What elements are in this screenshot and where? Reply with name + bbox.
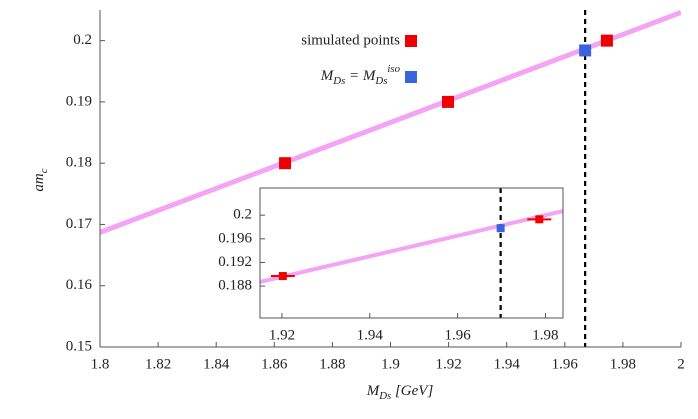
inset-background: [260, 188, 563, 318]
data-point: [279, 157, 292, 170]
y-tick-label: 0.18: [66, 155, 92, 171]
y-tick-label: 0.17: [66, 216, 93, 232]
data-point: [278, 272, 287, 281]
x-tick-label: 1.84: [203, 356, 230, 372]
x-tick-label: 1.94: [357, 327, 384, 343]
x-tick-label: 1.82: [145, 356, 171, 372]
data-point: [442, 95, 455, 108]
x-tick-label: 1.8: [91, 356, 110, 372]
plot-area: 1.8 1.82 1.84 1.86 1.88 1.9 1.92 1.94 1.96 1.98 2 0…: [66, 10, 685, 372]
x-axis-label: MDs [GeV]: [366, 383, 434, 402]
data-point: [579, 44, 592, 57]
data-point: [600, 34, 613, 47]
x-tick-label: 1.94: [494, 356, 521, 372]
y-tick-label: 0.15: [66, 338, 92, 354]
x-tick-label: 1.98: [532, 327, 558, 343]
x-tick-label: 2: [677, 356, 685, 372]
x-tick-label: 1.92: [435, 356, 461, 372]
x-tick-label: 1.88: [319, 356, 345, 372]
x-tick-label: 1.92: [269, 327, 295, 343]
y-tick-label: 0.188: [218, 278, 252, 294]
x-tick-label: 1.96: [552, 356, 579, 372]
legend-marker: [405, 35, 417, 47]
y-tick-label: 0.2: [73, 32, 92, 48]
data-point: [535, 215, 544, 224]
y-tick-label: 0.2: [233, 207, 252, 223]
axis-frame: [259, 187, 564, 319]
plot-area: 1.92 1.94 1.96 1.98 0.188 0.192 0.196 0.2: [218, 187, 564, 343]
x-tick-label: 1.86: [261, 356, 288, 372]
x-tick-label: 1.98: [610, 356, 636, 372]
legend-label: MDs = MDsiso: [320, 63, 401, 87]
x-tick-label: 1.96: [444, 327, 471, 343]
y-tick-label: 0.16: [66, 277, 93, 293]
y-tick-label: 0.192: [218, 254, 252, 270]
legend-marker: [405, 71, 417, 83]
y-tick-label: 0.196: [218, 230, 252, 246]
data-point: [496, 224, 505, 233]
y-axis-label: amc: [31, 168, 50, 191]
legend-label: simulated points: [301, 32, 400, 48]
y-tick-label: 0.19: [66, 93, 92, 109]
fit-line: [260, 209, 563, 284]
x-tick-label: 1.9: [381, 356, 400, 372]
